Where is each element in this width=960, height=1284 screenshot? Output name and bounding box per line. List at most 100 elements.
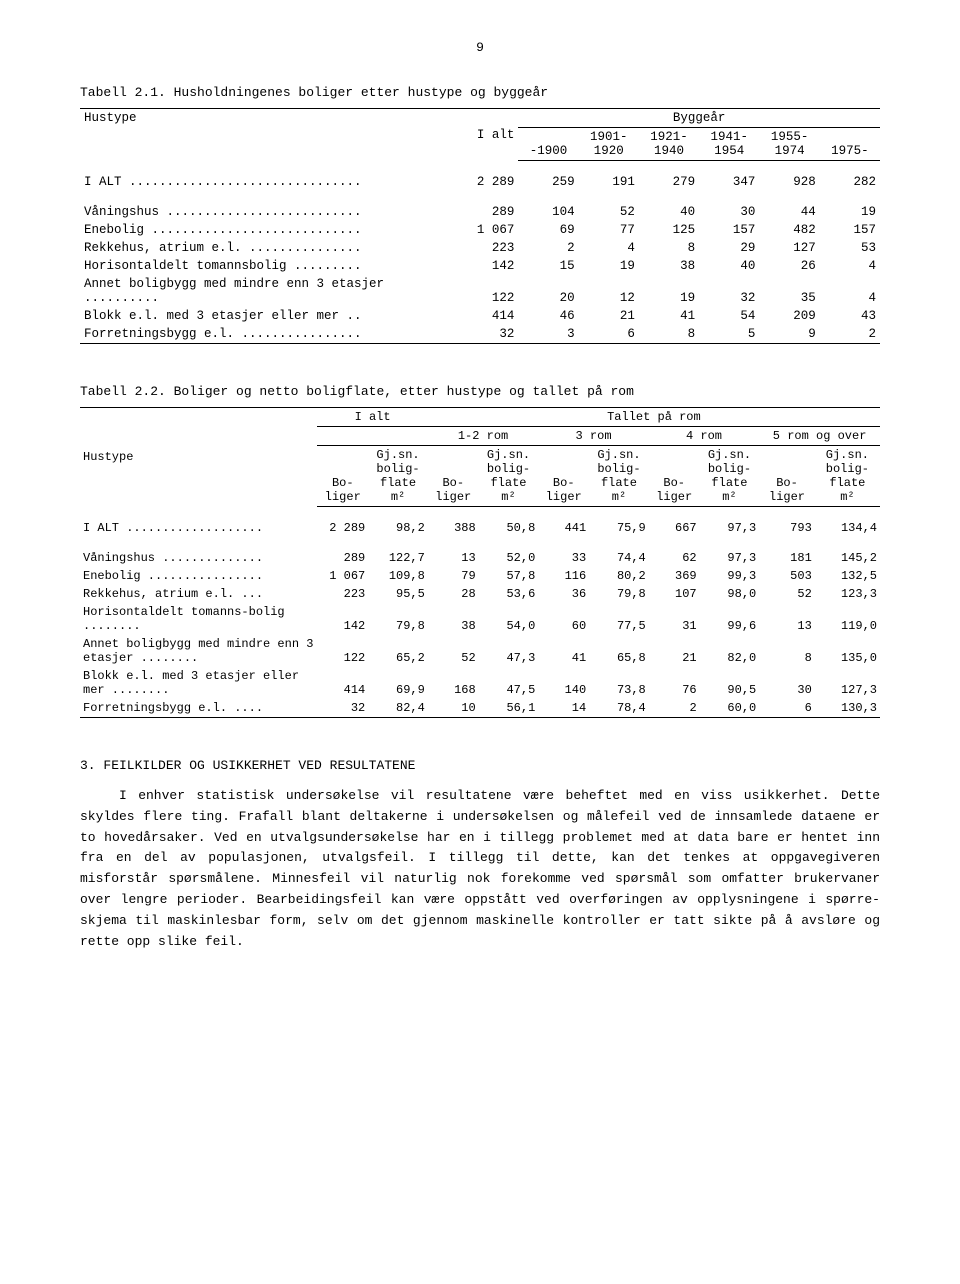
table22: Hustype I alt Tallet på rom 1-2 rom3 rom… (80, 407, 880, 718)
table-row: I ALT ...................2 28998,238850,… (80, 519, 880, 537)
cell: 29 (699, 239, 759, 257)
cell: 223 (317, 585, 368, 603)
cell: 36 (538, 585, 589, 603)
cell: 135,0 (815, 635, 880, 667)
cell: 289 (317, 549, 368, 567)
cell: 54,0 (479, 603, 539, 635)
cell: 97,3 (700, 519, 760, 537)
cell: 35 (759, 275, 819, 307)
cell: 191 (579, 173, 639, 191)
cell: 74,4 (589, 549, 649, 567)
row-label: Enebolig ............................ (80, 221, 458, 239)
cell: 123,3 (815, 585, 880, 603)
sub-boliger: Bo- liger (538, 446, 589, 507)
t21-h-byggear: Byggeår (518, 109, 880, 128)
cell: 181 (759, 549, 815, 567)
cell: 5 (699, 325, 759, 344)
cell: 3 (518, 325, 578, 344)
cell: 122,7 (368, 549, 428, 567)
t22-h-tallet: Tallet på rom (428, 408, 880, 427)
cell: 369 (649, 567, 700, 585)
cell: 98,0 (700, 585, 760, 603)
cell: 79,8 (368, 603, 428, 635)
cell: 6 (579, 325, 639, 344)
cell: 2 289 (317, 519, 368, 537)
sub-boliger: Bo- liger (649, 446, 700, 507)
cell: 38 (639, 257, 699, 275)
sub-gjsn: Gj.sn. bolig- flate m² (368, 446, 428, 507)
cell: 142 (317, 603, 368, 635)
cell: 793 (759, 519, 815, 537)
row-label: Annet boligbygg med mindre enn 3 etasjer… (80, 635, 317, 667)
sub-boliger: Bo- liger (317, 446, 368, 507)
row-label: I ALT ............................... (80, 173, 458, 191)
cell: 62 (649, 549, 700, 567)
cell: 78,4 (589, 699, 649, 718)
cell: 116 (538, 567, 589, 585)
t22-room-group: 5 rom og over (759, 427, 880, 446)
cell: 46 (518, 307, 578, 325)
table-row: Blokk e.l. med 3 etasjer eller mer .....… (80, 667, 880, 699)
cell: 259 (518, 173, 578, 191)
row-label: Rekkehus, atrium e.l. ... (80, 585, 317, 603)
t21-year-col: 1901- 1920 (579, 128, 639, 161)
cell: 40 (699, 257, 759, 275)
cell: 928 (759, 173, 819, 191)
cell: 98,2 (368, 519, 428, 537)
cell: 4 (820, 275, 880, 307)
cell: 157 (820, 221, 880, 239)
table-row: Forretningsbygg e.l. ................323… (80, 325, 880, 344)
row-label: Forretningsbygg e.l. ................ (80, 325, 458, 344)
cell: 80,2 (589, 567, 649, 585)
table-row: Enebolig ............................1 0… (80, 221, 880, 239)
row-label: Horisontaldelt tomannsbolig ......... (80, 257, 458, 275)
row-label: Enebolig ................ (80, 567, 317, 585)
row-label: Blokk e.l. med 3 etasjer eller mer .....… (80, 667, 317, 699)
section3-para: I enhver statistisk undersøkelse vil res… (80, 786, 880, 952)
cell: 1 067 (317, 567, 368, 585)
cell: 19 (639, 275, 699, 307)
blank (317, 427, 427, 446)
cell: 21 (649, 635, 700, 667)
cell: 15 (518, 257, 578, 275)
row-label: Forretningsbygg e.l. .... (80, 699, 317, 718)
cell: 53 (820, 239, 880, 257)
cell: 414 (317, 667, 368, 699)
cell: 30 (759, 667, 815, 699)
cell: 127 (759, 239, 819, 257)
table-row: Rekkehus, atrium e.l. ...22395,52853,636… (80, 585, 880, 603)
row-label: Blokk e.l. med 3 etasjer eller mer .. (80, 307, 458, 325)
cell: 168 (428, 667, 479, 699)
cell: 2 (649, 699, 700, 718)
cell: 32 (699, 275, 759, 307)
sub-gjsn: Gj.sn. bolig- flate m² (815, 446, 880, 507)
cell: 52,0 (479, 549, 539, 567)
cell: 54 (699, 307, 759, 325)
cell: 8 (759, 635, 815, 667)
t22-room-group: 4 rom (649, 427, 759, 446)
cell: 4 (820, 257, 880, 275)
page-number: 9 (80, 40, 880, 55)
cell: 53,6 (479, 585, 539, 603)
row-label: Horisontaldelt tomanns-bolig ........ (80, 603, 317, 635)
cell: 109,8 (368, 567, 428, 585)
t21-year-col: 1955- 1974 (759, 128, 819, 161)
section3-heading: 3. FEILKILDER OG USIKKERHET VED RESULTAT… (80, 758, 880, 773)
cell: 40 (639, 203, 699, 221)
cell: 125 (639, 221, 699, 239)
cell: 65,2 (368, 635, 428, 667)
cell: 140 (538, 667, 589, 699)
sub-gjsn: Gj.sn. bolig- flate m² (589, 446, 649, 507)
t21-year-col: -1900 (518, 128, 578, 161)
cell: 52 (428, 635, 479, 667)
row-ialt: 122 (458, 275, 518, 307)
cell: 31 (649, 603, 700, 635)
cell: 44 (759, 203, 819, 221)
row-label: Annet boligbygg med mindre enn 3 etasjer… (80, 275, 458, 307)
cell: 130,3 (815, 699, 880, 718)
cell: 52 (579, 203, 639, 221)
cell: 47,5 (479, 667, 539, 699)
cell: 33 (538, 549, 589, 567)
cell: 56,1 (479, 699, 539, 718)
cell: 47,3 (479, 635, 539, 667)
